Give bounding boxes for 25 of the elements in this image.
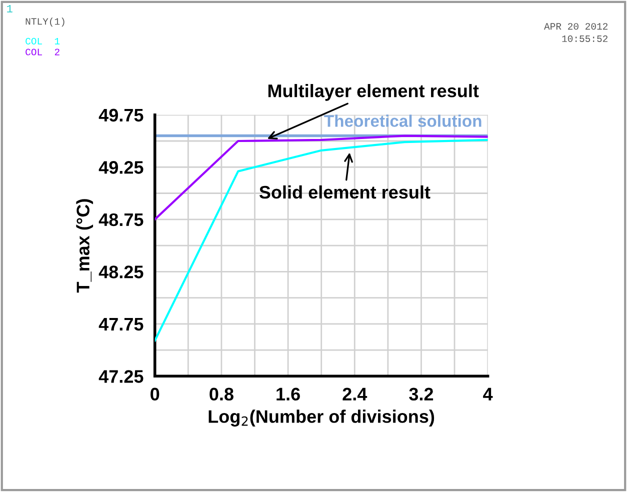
- y-tick-label: 48.75: [98, 213, 144, 226]
- x-tick-label: 3.2: [409, 388, 434, 401]
- x-tick-label: 0.8: [210, 388, 234, 401]
- y-tick-label: 49.25: [98, 161, 144, 174]
- y-tick-label: 49.75: [98, 108, 144, 122]
- line-series: [154, 134, 488, 220]
- annotation: Multilayer element result: [268, 84, 479, 101]
- y-axis-title: T_max (°C): [76, 199, 94, 293]
- text: COL 1: [26, 38, 60, 44]
- y-tick-label: 47.75: [98, 318, 144, 331]
- text: NTLY(1): [26, 18, 64, 27]
- y-tick-label: 47.25: [98, 370, 144, 383]
- text: 10:55:52: [562, 35, 608, 42]
- ref-line-label: Theoretical solution: [324, 114, 482, 127]
- line-series: [154, 138, 488, 342]
- x-tick-label: 0: [150, 388, 160, 401]
- x-tick-label: 1.6: [276, 388, 300, 401]
- x-tick-label: 4: [483, 388, 493, 400]
- text: COL 2: [26, 48, 60, 56]
- text: 1: [7, 5, 12, 12]
- x-tick-label: 2.4: [342, 388, 368, 400]
- annotation: Solid element result: [259, 185, 430, 199]
- y-tick-label: 48.25: [98, 266, 144, 278]
- x-axis-title: Log$_{2}$(Number of divisions): [208, 410, 434, 427]
- text: APR 20 2012: [544, 23, 608, 30]
